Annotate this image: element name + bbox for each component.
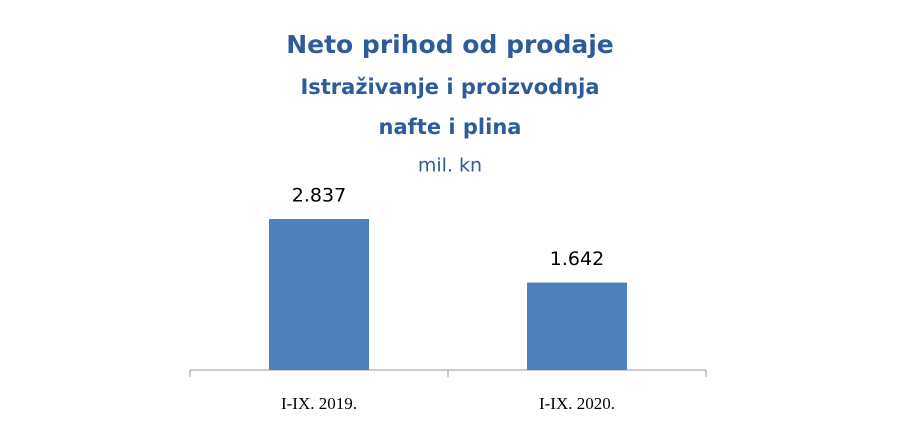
bar <box>527 282 627 370</box>
unit-label: mil. kn <box>418 155 482 177</box>
x-tick-label: I-IX. 2020. <box>539 394 615 413</box>
x-tick-label: I-IX. 2019. <box>281 394 357 413</box>
value-label: 1.642 <box>550 248 604 270</box>
chart-subtitle: Istraživanje i proizvodnja <box>300 75 599 99</box>
value-label: 2.837 <box>292 185 346 207</box>
chart-title: Neto prihod od prodaje <box>286 30 614 59</box>
bar <box>269 219 369 370</box>
chart-subtitle: nafte i plina <box>379 115 522 139</box>
